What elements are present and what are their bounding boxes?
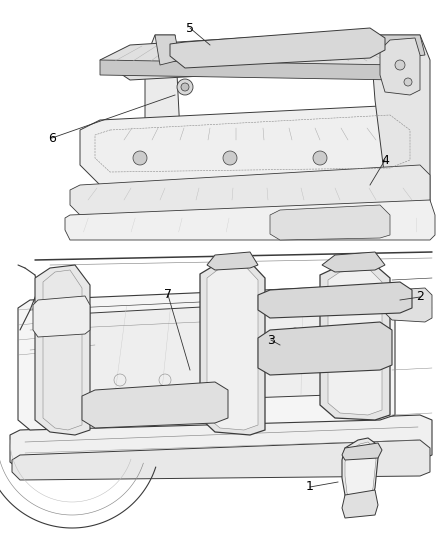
Polygon shape xyxy=(270,205,390,240)
Polygon shape xyxy=(170,28,385,68)
Text: 4: 4 xyxy=(381,154,389,166)
Polygon shape xyxy=(342,490,378,518)
Polygon shape xyxy=(207,266,258,430)
Text: 5: 5 xyxy=(186,21,194,35)
Circle shape xyxy=(313,151,327,165)
Polygon shape xyxy=(370,35,430,230)
Polygon shape xyxy=(320,265,390,420)
Polygon shape xyxy=(145,35,185,230)
Polygon shape xyxy=(12,440,430,480)
Polygon shape xyxy=(345,442,376,508)
Polygon shape xyxy=(342,438,378,512)
Polygon shape xyxy=(258,282,412,318)
Polygon shape xyxy=(100,30,400,80)
Text: 7: 7 xyxy=(164,288,172,302)
Circle shape xyxy=(181,83,189,91)
Polygon shape xyxy=(100,60,400,80)
Polygon shape xyxy=(200,262,265,435)
Text: 1: 1 xyxy=(306,481,314,494)
Polygon shape xyxy=(10,415,432,470)
Polygon shape xyxy=(342,443,382,460)
Polygon shape xyxy=(258,322,392,375)
Polygon shape xyxy=(380,38,420,95)
Polygon shape xyxy=(380,35,425,60)
Polygon shape xyxy=(70,165,430,215)
Circle shape xyxy=(335,328,345,338)
Text: 6: 6 xyxy=(48,132,56,144)
Polygon shape xyxy=(386,288,432,322)
Circle shape xyxy=(404,78,412,86)
Polygon shape xyxy=(18,285,395,430)
Polygon shape xyxy=(207,252,258,270)
Polygon shape xyxy=(328,270,382,415)
Circle shape xyxy=(395,60,405,70)
Polygon shape xyxy=(82,382,228,428)
Circle shape xyxy=(223,151,237,165)
Circle shape xyxy=(177,79,193,95)
Polygon shape xyxy=(33,296,90,337)
Polygon shape xyxy=(65,200,435,240)
Polygon shape xyxy=(322,252,385,272)
Polygon shape xyxy=(40,300,345,405)
Polygon shape xyxy=(35,265,90,435)
Text: 3: 3 xyxy=(267,334,275,346)
Text: 2: 2 xyxy=(416,290,424,303)
Circle shape xyxy=(290,328,300,338)
Circle shape xyxy=(133,151,147,165)
Polygon shape xyxy=(155,35,180,65)
Circle shape xyxy=(405,301,415,311)
Polygon shape xyxy=(80,105,420,185)
